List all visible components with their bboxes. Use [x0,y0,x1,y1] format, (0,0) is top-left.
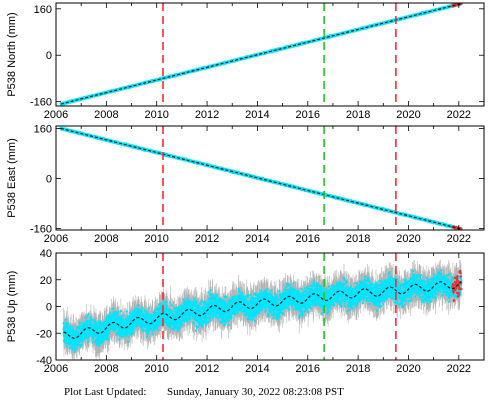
x-tick-label: 2018 [346,363,370,375]
x-tick-label: 2020 [396,363,420,375]
x-tick-label: 2016 [296,363,320,375]
plot-area [59,3,463,106]
north-panel: 2006 2008 2010 2012 2014 2016 2018 2020 2022 -160… [6,2,485,121]
up-panel: 2006 2008 2010 2012 2014 2016 2018 2020 2022 -40 -… [6,248,485,375]
x-tick-label: 2014 [245,109,269,121]
footer-label: Plot Last Updated: [64,386,147,398]
x-tick-label: 2010 [144,109,168,121]
x-tick-label: 2006 [44,233,68,245]
footer-timestamp: Sunday, January 30, 2022 08:23:08 PST [167,386,344,398]
plot-area [62,253,463,360]
model-fit-line [60,3,462,105]
x-tick-label: 2010 [144,233,168,245]
y-axis-label: P538 North (mm) [6,12,18,96]
y-tick-label: 20 [40,275,52,287]
y-tick-label: 0 [46,173,52,185]
y-tick-label: 0 [46,302,52,314]
x-tick-label: 2012 [195,363,219,375]
y-tick-label: 160 [34,4,52,16]
y-tick-label: 40 [40,248,52,260]
x-tick-label: 2006 [44,109,68,121]
x-tick-label: 2008 [94,109,118,121]
model-fit-line [60,127,462,230]
model-fit-line [63,280,462,339]
x-tick-label: 2016 [296,109,320,121]
x-tick-label: 2010 [144,363,168,375]
x-tick-label: 2014 [245,363,269,375]
x-tick-label: 2008 [94,363,118,375]
y-tick-label: 160 [34,123,52,135]
x-tick-label: 2022 [447,109,471,121]
x-tick-label: 2006 [44,363,68,375]
plot-frame [55,2,485,107]
x-tick-label: 2020 [396,109,420,121]
x-tick-label: 2018 [346,233,370,245]
plot-area [59,126,463,230]
x-tick-label: 2022 [447,363,471,375]
x-tick-label: 2018 [346,109,370,121]
x-tick-label: 2022 [447,233,471,245]
x-tick-label: 2008 [94,233,118,245]
y-tick-label: 0 [46,50,52,62]
recent-observations [451,269,463,302]
y-tick-label: -160 [30,223,52,235]
y-axis-label: P538 East (mm) [6,138,18,217]
x-tick-label: 2012 [195,109,219,121]
y-tick-label: -40 [36,355,52,367]
plot-frame [55,125,485,231]
x-tick-label: 2020 [396,233,420,245]
x-tick-label: 2014 [245,233,269,245]
y-axis-label: P538 Up (mm) [6,271,18,343]
y-tick-label: -160 [30,97,52,109]
x-tick-label: 2012 [195,233,219,245]
east-panel: 2006 2008 2010 2012 2014 2016 2018 2020 2022 -160… [6,123,485,245]
y-tick-label: -20 [36,328,52,340]
x-tick-label: 2016 [296,233,320,245]
